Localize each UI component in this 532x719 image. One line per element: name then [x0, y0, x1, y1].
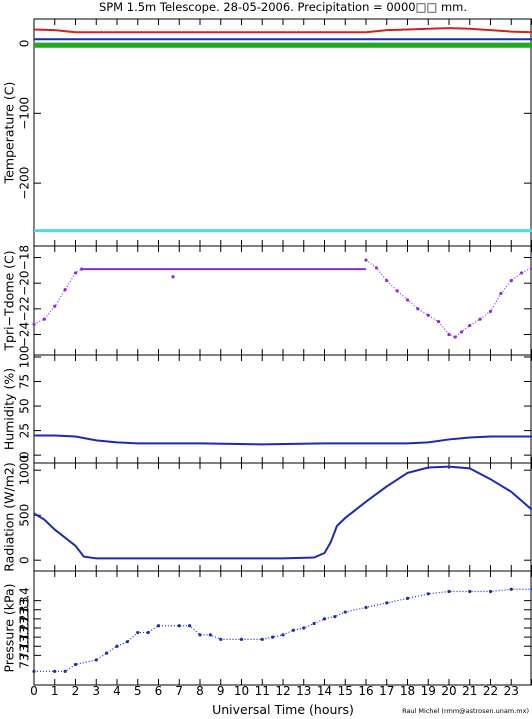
x-tick-label: 18 [400, 684, 415, 698]
y-tick-label: 0 [18, 40, 32, 48]
data-point [385, 601, 389, 605]
x-tick-labels: 0 1 2 3 4 5 6 7 8 9 10 11 12 13 14 15 16 17 18 19 20 21 22 23 [30, 684, 519, 698]
data-point [405, 596, 410, 600]
data-point [53, 669, 57, 673]
x-tick-label: 8 [196, 684, 204, 698]
x-tick-label: 13 [296, 684, 311, 698]
plot-frame [33, 18, 532, 247]
x-tick-label: 20 [441, 684, 456, 698]
data-point [333, 615, 337, 619]
y-tick-label: 0 [18, 556, 32, 564]
y-tick-label: −100 [18, 97, 32, 130]
data-point [260, 637, 264, 642]
series-line-0 [33, 465, 532, 560]
y-tick-label: −200 [18, 167, 32, 200]
data-point [53, 304, 57, 308]
plot-frame [33, 354, 532, 464]
plot-frame [33, 245, 532, 356]
data-point [271, 635, 275, 639]
x-tick-label: 12 [275, 684, 290, 698]
y-tick-label: 73.1 [18, 633, 32, 660]
y-tick-label: 73.1 [18, 642, 32, 669]
x-tick-label: 0 [30, 684, 38, 698]
y-tick-label: 73.3 [18, 606, 32, 633]
y-tick-label: 75 [18, 374, 32, 389]
data-point [156, 624, 161, 628]
y-axis-label: Pressure (kPa) [2, 584, 17, 673]
x-tick-label: 9 [217, 684, 225, 698]
data-point [177, 624, 181, 628]
y-tick-label: −18 [18, 245, 32, 270]
series-line-0 [33, 27, 532, 34]
data-point [459, 330, 464, 334]
y-tick-label: 1000 [18, 455, 32, 486]
data-point [94, 658, 98, 662]
data-point [239, 637, 244, 642]
y-axis-label: Tpri−Tdome (C) [2, 250, 17, 351]
x-tick-label: 5 [134, 684, 142, 698]
x-tick-label: 6 [155, 684, 163, 698]
series-line-0 [34, 434, 532, 446]
x-tick-label: 22 [483, 684, 498, 698]
y-tick-label: −24 [18, 322, 32, 347]
chart-title: SPM 1.5m Telescope. 28-05-2006. Precipit… [99, 0, 467, 14]
data-point [447, 589, 451, 594]
y-tick-label: 73.2 [18, 624, 32, 651]
data-point [198, 633, 202, 637]
series-trace-3 [365, 259, 532, 338]
y-axis-label: Radiation (W/m2) [2, 462, 17, 572]
data-point [322, 617, 327, 621]
y-tick-label: 100 [18, 346, 32, 369]
plot-frame [33, 462, 532, 572]
x-tick-label: 10 [234, 684, 249, 698]
x-tick-label: 11 [255, 684, 270, 698]
data-point [171, 275, 175, 279]
y-tick-label: 0 [18, 451, 32, 459]
x-tick-label: 21 [462, 684, 477, 698]
data-point [281, 633, 285, 637]
series-trace-0 [34, 588, 532, 672]
x-tick-label: 4 [113, 684, 121, 698]
data-point [291, 628, 295, 632]
y-tick-label: 50 [18, 398, 32, 413]
data-point [63, 669, 67, 673]
data-point [42, 317, 46, 321]
y-tick-label: −20 [18, 271, 32, 296]
series-trace-0 [33, 268, 83, 325]
x-tick-label: 15 [338, 684, 353, 698]
x-tick-label: 23 [504, 684, 519, 698]
data-point [447, 332, 451, 337]
y-tick-label: 73.3 [18, 596, 32, 623]
y-tick-label: 73.4 [18, 587, 32, 614]
y-tick-label: 25 [18, 423, 32, 438]
x-axis-label: Universal Time (hours) [212, 702, 354, 717]
x-tick-label: 7 [175, 684, 183, 698]
x-tick-label: 16 [358, 684, 373, 698]
x-tick-label: 17 [379, 684, 394, 698]
plot-frame [33, 570, 532, 686]
data-point [426, 592, 430, 596]
y-axis-label: Humidity (%) [2, 368, 17, 450]
x-tick-label: 19 [421, 684, 436, 698]
data-point [437, 320, 441, 324]
data-point [468, 589, 472, 594]
x-tick-label: 3 [92, 684, 100, 698]
y-tick-label: −22 [18, 296, 32, 321]
x-tick-label: 14 [317, 684, 332, 698]
x-tick-label: 2 [72, 684, 80, 698]
data-point [478, 317, 482, 321]
x-tick-label: 1 [51, 684, 59, 698]
credit-text: Raul Michel (rmm@astrosen.unam.mx) [402, 707, 529, 715]
y-tick-label: 73.2 [18, 615, 32, 642]
y-tick-label: 500 [18, 504, 32, 527]
y-axis-label: Temperature (C) [2, 82, 17, 185]
